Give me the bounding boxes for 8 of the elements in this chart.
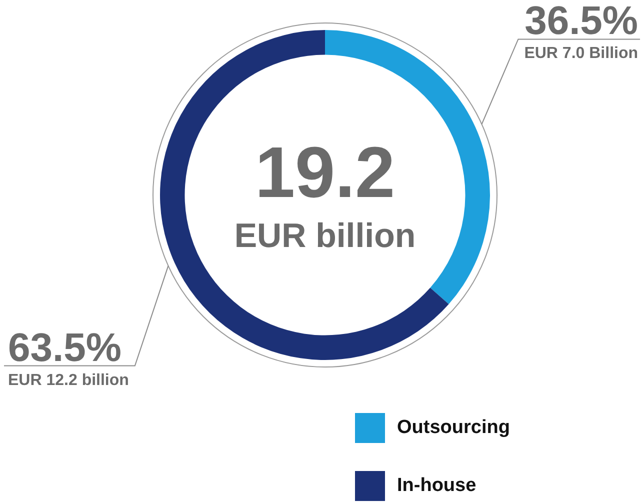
- legend-label: In-house: [397, 475, 476, 497]
- text: EUR billion: [234, 217, 416, 255]
- text: EUR 7.0 Billion: [524, 45, 638, 62]
- data-label: 36.5%: [524, 0, 638, 44]
- legend-label: Outsourcing: [397, 417, 510, 439]
- text: 19.2: [254, 133, 396, 213]
- data-label: 63.5%: [8, 326, 122, 370]
- text: EUR 12.2 billion: [8, 372, 129, 389]
